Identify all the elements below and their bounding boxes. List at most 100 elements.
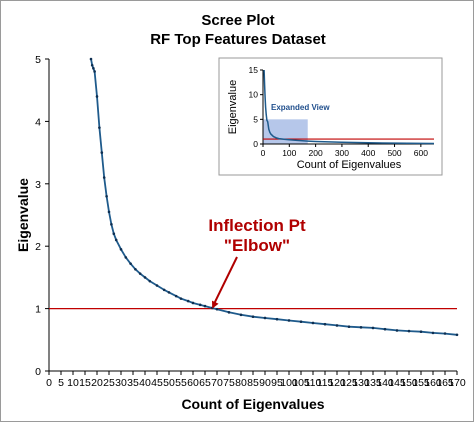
y-tick-label: 0: [35, 366, 41, 378]
eigenvalue-point: [95, 95, 99, 98]
y-tick-label: 3: [35, 179, 41, 191]
eigenvalue-point: [395, 329, 399, 332]
eigenvalue-point: [251, 315, 255, 319]
chart-subtitle: RF Top Features Dataset: [150, 31, 326, 48]
x-tick-label: 150: [400, 377, 418, 389]
x-tick-label: 115: [317, 377, 334, 389]
inset-x-tick-label: 0: [261, 148, 266, 158]
x-tick-label: 25: [103, 377, 115, 389]
x-tick-label: 95: [271, 377, 283, 389]
eigenvalue-point: [162, 288, 166, 292]
inset-x-tick-label: 500: [387, 148, 401, 158]
inset-x-tick-label: 600: [414, 148, 428, 158]
inset-y-tick-label: 15: [249, 65, 259, 75]
eigenvalue-point: [138, 272, 142, 275]
eigenvalue-point: [299, 320, 303, 324]
eigenvalue-point: [167, 291, 171, 294]
eigenvalue-point: [129, 262, 132, 265]
x-tick-label: 20: [91, 377, 103, 389]
x-tick-label: 125: [340, 377, 358, 389]
eigenvalue-point: [134, 267, 137, 271]
x-tick-label: 130: [352, 377, 370, 389]
x-tick-label: 75: [223, 377, 235, 389]
eigenvalue-point: [323, 322, 327, 326]
eigenvalue-point: [174, 294, 178, 298]
eigenvalue-point: [191, 301, 195, 305]
eigenvalue-point: [419, 330, 423, 333]
inset-y-axis-title: Eigenvalue: [227, 80, 239, 134]
y-tick-label: 2: [35, 241, 41, 253]
eigenvalue-point: [105, 194, 108, 198]
inset-plot: 0 5 10 15 0 100 200 300 400 500 600 Expanded View: [218, 57, 443, 176]
x-tick-label: 10: [67, 377, 79, 389]
eigenvalue-point: [431, 331, 435, 335]
x-tick-label: 120: [328, 377, 346, 389]
x-tick-label: 65: [199, 377, 211, 389]
eigenvalue-point: [155, 284, 159, 287]
y-axis-title: Eigenvalue: [15, 178, 31, 252]
chart-title: Scree Plot: [201, 12, 274, 29]
inset-y-tick-label: 10: [249, 90, 259, 100]
eigenvalue-point: [359, 326, 363, 329]
eigenvalue-point: [107, 210, 111, 214]
inset-x-tick-label: 100: [282, 148, 296, 158]
eigenvalue-point: [227, 311, 231, 314]
eigenvalue-point: [311, 321, 315, 325]
eigenvalue-point: [198, 303, 202, 307]
inset-x-tick-label: 200: [309, 148, 323, 158]
eigenvalue-point: [93, 70, 96, 73]
eigenvalue-point: [98, 126, 101, 129]
x-tick-label: 110: [305, 377, 322, 389]
eigenvalue-point: [383, 327, 387, 331]
x-tick-label: 100: [280, 377, 298, 389]
x-tick-label: 85: [247, 377, 259, 389]
expanded-view-label: Expanded View: [271, 103, 330, 112]
eigenvalue-point: [455, 333, 459, 337]
eigenvalue-point: [215, 307, 219, 311]
x-tick-label: 5: [58, 377, 64, 389]
x-tick-label: 45: [151, 377, 163, 389]
annotation-arrow: [213, 256, 238, 305]
eigenvalue-point: [110, 223, 113, 226]
x-tick-label: 105: [292, 377, 310, 389]
eigenvalue-point: [100, 151, 104, 154]
x-axis-title: Count of Eigenvalues: [181, 396, 324, 412]
eigenvalue-point: [179, 297, 183, 300]
x-tick-label: 135: [364, 377, 382, 389]
x-tick-label: 90: [259, 377, 271, 389]
x-tick-label: 30: [115, 377, 127, 389]
x-tick-label: 35: [127, 377, 139, 389]
inset-frame: [218, 57, 443, 176]
x-tick-label: 160: [424, 377, 442, 389]
x-tick-label: 55: [175, 377, 187, 389]
x-tick-label: 165: [436, 377, 454, 389]
eigenvalue-point: [148, 279, 152, 283]
y-tick-label: 4: [35, 116, 41, 128]
x-tick-label: 70: [211, 377, 223, 389]
eigenvalue-point: [371, 326, 375, 330]
annotation-line2: "Elbow": [224, 236, 290, 255]
eigenvalue-point: [90, 63, 94, 67]
eigenvalue-point: [263, 316, 267, 320]
eigenvalue-point: [89, 57, 93, 61]
inset-y-tick-label: 5: [253, 114, 258, 124]
annotation-arrowhead: [212, 300, 219, 309]
x-tick-label: 80: [235, 377, 247, 389]
inset-x-axis-title: Count of Eigenvalues: [297, 159, 402, 171]
x-tick-label: 50: [163, 377, 175, 389]
eigenvalue-point: [287, 319, 291, 322]
eigenvalue-point: [114, 238, 118, 242]
eigenvalue-point: [124, 256, 128, 259]
y-tick-label: 1: [35, 304, 41, 316]
eigenvalue-point: [239, 313, 243, 317]
x-tick-label: 145: [388, 377, 406, 389]
eigenvalue-point: [143, 276, 147, 279]
eigenvalue-point: [119, 248, 123, 251]
eigenvalue-point: [335, 324, 339, 327]
y-tick-label: 5: [35, 54, 41, 66]
x-tick-label: 40: [139, 377, 151, 389]
x-tick-label: 140: [376, 377, 394, 389]
inset-eigenvalue-curve: [263, 69, 435, 145]
